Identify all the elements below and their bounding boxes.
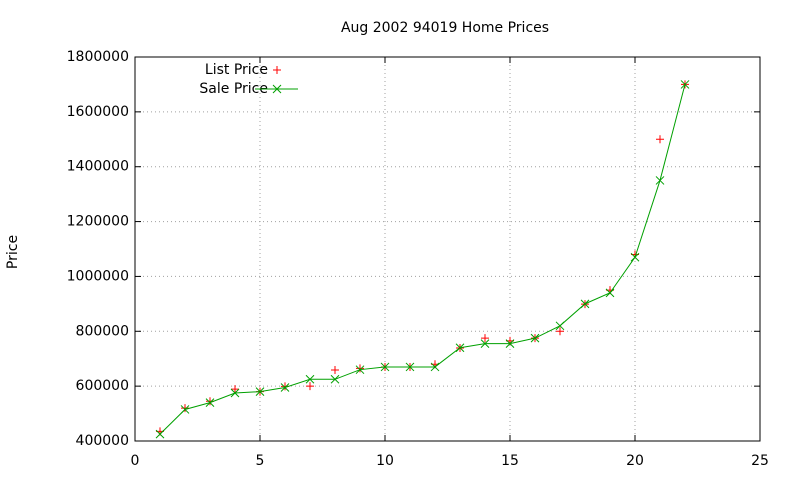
- point: [430, 362, 440, 372]
- x-tick-label: 0: [131, 453, 140, 469]
- y-tick-label: 600000: [76, 378, 129, 394]
- point: [655, 176, 665, 185]
- x-tick-label: 10: [376, 453, 394, 469]
- point: [280, 383, 290, 392]
- y-tick-label: 400000: [76, 433, 129, 449]
- chart-title: Aug 2002 94019 Home Prices: [341, 20, 549, 36]
- point: [230, 388, 240, 398]
- legend-label: Sale Price: [199, 81, 268, 97]
- point: [555, 321, 565, 331]
- y-tick-label: 800000: [76, 323, 129, 339]
- point: [305, 374, 315, 384]
- y-tick-label: 1600000: [67, 104, 129, 120]
- point: [481, 334, 489, 343]
- x-tick-label: 5: [256, 453, 265, 469]
- y-tick-label: 1200000: [67, 214, 129, 230]
- point: [155, 429, 165, 439]
- point: [205, 398, 215, 407]
- point: [505, 339, 515, 348]
- x-tick-label: 15: [501, 453, 519, 469]
- point: [181, 404, 189, 413]
- point: [656, 135, 664, 144]
- point: [355, 365, 365, 375]
- y-tick-label: 1400000: [67, 159, 129, 175]
- x-tick-label: 20: [626, 453, 644, 469]
- y-tick-label: 1800000: [67, 49, 129, 65]
- point: [556, 327, 564, 336]
- point: [480, 339, 490, 348]
- point: [330, 374, 340, 384]
- point: [405, 362, 415, 372]
- legend-label: List Price: [205, 62, 268, 78]
- point: [605, 288, 615, 298]
- point: [306, 382, 314, 391]
- y-axis-label: Price: [5, 235, 21, 269]
- point: [272, 84, 282, 94]
- point: [630, 252, 640, 262]
- series-line: [159, 84, 686, 435]
- point: [580, 299, 590, 309]
- point: [380, 362, 390, 372]
- point: [530, 333, 540, 343]
- plot-frame: [134, 56, 761, 442]
- point: [231, 385, 239, 394]
- y-tick-label: 1000000: [67, 268, 129, 284]
- point: [273, 66, 281, 74]
- point: [680, 80, 690, 89]
- point: [356, 364, 364, 373]
- x-tick-label: 25: [751, 453, 769, 469]
- point: [255, 387, 265, 396]
- point: [455, 343, 465, 353]
- point: [180, 405, 190, 414]
- point: [331, 365, 339, 374]
